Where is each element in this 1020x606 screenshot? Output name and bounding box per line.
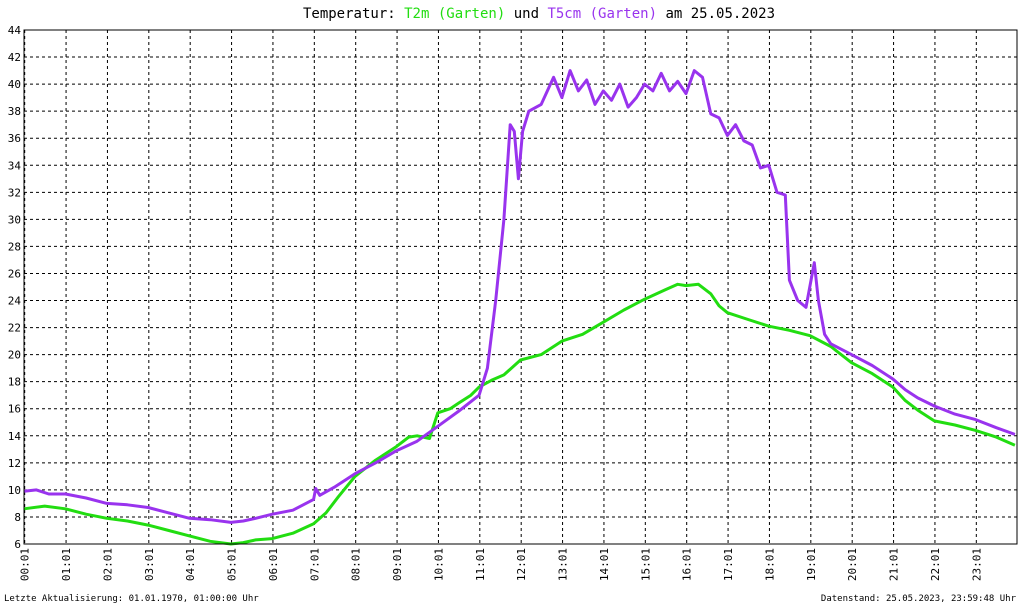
- y-tick-label: 32: [8, 186, 21, 199]
- y-tick-label: 36: [8, 132, 21, 145]
- title-middle: und: [505, 6, 547, 22]
- y-tick-label: 10: [8, 484, 21, 497]
- title-suffix: am 25.05.2023: [657, 6, 775, 22]
- footer-last-update: Letzte Aktualisierung: 01.01.1970, 01:00…: [4, 594, 259, 604]
- x-tick-label: 12:01: [515, 548, 528, 581]
- title-series-t5cm: T5cm (Garten): [547, 6, 657, 22]
- x-tick-label: 19:01: [805, 548, 818, 581]
- title-series-t2m: T2m (Garten): [404, 6, 505, 22]
- y-tick-label: 18: [8, 376, 21, 389]
- series-line-t5cm: [23, 69, 1016, 524]
- y-tick-label: 44: [8, 24, 22, 37]
- x-tick-label: 07:01: [308, 548, 321, 581]
- y-tick-label: 38: [8, 105, 21, 118]
- series-lines: [23, 69, 1016, 546]
- x-tick-label: 13:01: [557, 548, 570, 581]
- series-line-t2m: [23, 282, 1016, 546]
- y-tick-label: 40: [8, 78, 21, 91]
- y-axis: 6 8 10 12 14 16 18 20 22 24 26 28 30 32 34 36 38 40 42 44: [8, 24, 22, 551]
- x-axis: 00:01 01:01 02:01 03:01 04:01 05:01 06:01 07:01…: [19, 548, 984, 581]
- y-tick-label: 6: [14, 538, 21, 551]
- y-tick-label: 28: [8, 240, 21, 253]
- x-tick-label: 02:01: [101, 548, 114, 581]
- x-tick-label: 23:01: [970, 548, 983, 581]
- footer-data-status: Datenstand: 25.05.2023, 23:59:48 Uhr: [821, 594, 1017, 604]
- x-tick-label: 21:01: [888, 548, 901, 581]
- x-tick-label: 08:01: [350, 548, 363, 581]
- x-tick-label: 22:01: [929, 548, 942, 581]
- x-tick-label: 04:01: [184, 548, 197, 581]
- y-tick-label: 34: [8, 159, 22, 172]
- x-tick-label: 18:01: [763, 548, 776, 581]
- plot-frame: [23, 29, 1018, 545]
- x-tick-label: 05:01: [226, 548, 239, 581]
- x-tick-label: 16:01: [681, 548, 694, 581]
- y-tick-label: 22: [8, 322, 21, 335]
- y-tick-label: 20: [8, 349, 21, 362]
- chart-title: Temperatur: T2m (Garten) und T5cm (Garte…: [303, 6, 775, 22]
- x-tick-label: 20:01: [846, 548, 859, 581]
- x-tick-label: 14:01: [598, 548, 611, 581]
- x-tick-label: 06:01: [267, 548, 280, 581]
- x-tick-label: 00:01: [19, 548, 32, 581]
- x-tick-label: 10:01: [432, 548, 445, 581]
- x-tick-label: 17:01: [722, 548, 735, 581]
- x-tick-label: 01:01: [60, 548, 73, 581]
- x-tick-label: 09:01: [391, 548, 404, 581]
- y-tick-label: 12: [8, 457, 21, 470]
- x-tick-label: 03:01: [143, 548, 156, 581]
- y-tick-label: 14: [8, 430, 22, 443]
- y-tick-label: 8: [14, 511, 21, 524]
- grid-lines: [24, 30, 1017, 544]
- y-tick-label: 24: [8, 295, 22, 308]
- y-tick-label: 42: [8, 51, 21, 64]
- title-prefix: Temperatur:: [303, 6, 404, 22]
- y-tick-label: 16: [8, 403, 21, 416]
- x-tick-label: 15:01: [639, 548, 652, 581]
- x-tick-label: 11:01: [474, 548, 487, 581]
- y-tick-label: 26: [8, 267, 21, 280]
- y-tick-label: 30: [8, 213, 21, 226]
